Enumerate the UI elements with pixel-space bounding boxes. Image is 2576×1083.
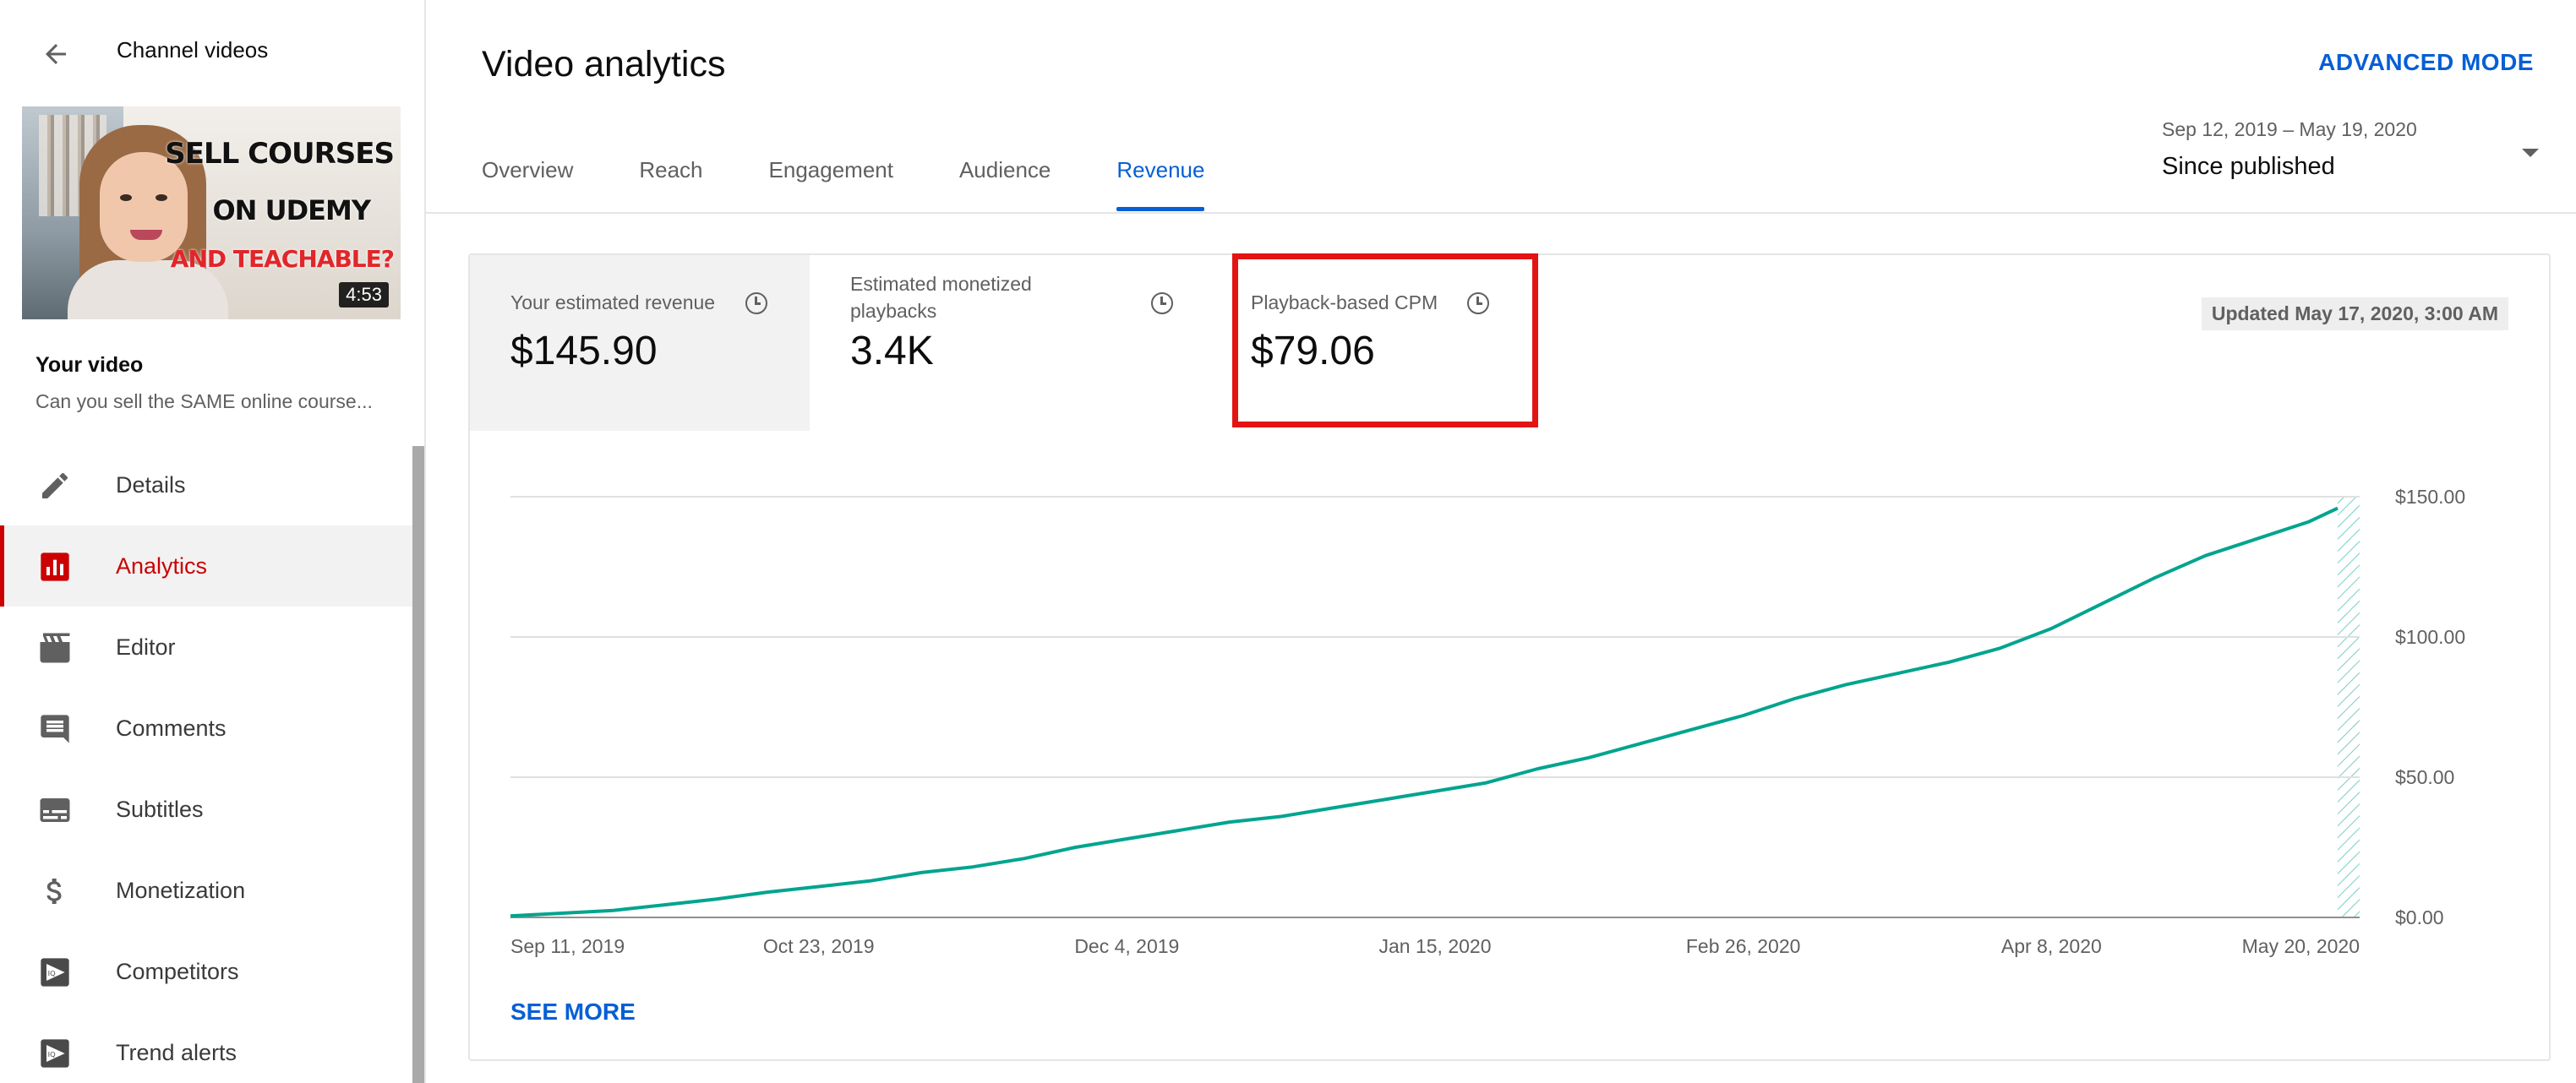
forecast-region (2337, 497, 2360, 917)
sidebar-scrollbar[interactable] (412, 446, 424, 1083)
pencil-icon (35, 466, 74, 505)
revenue-card: Your estimated revenue $145.90 Estimated… (468, 253, 2551, 1061)
video-thumbnail[interactable]: SELL COURSES ON UDEMY AND TEACHABLE? 4:5… (22, 106, 401, 319)
metric-value: $79.06 (1251, 329, 1375, 373)
date-range-text: Sep 12, 2019 – May 19, 2020 (2162, 118, 2417, 140)
x-tick-label: Sep 11, 2019 (510, 935, 625, 957)
see-more-link[interactable]: SEE MORE (510, 999, 636, 1025)
sidebar-item-label: Editor (116, 634, 176, 660)
tab-revenue[interactable]: Revenue (1116, 157, 1205, 213)
y-tick-label: $50.00 (2395, 766, 2454, 788)
arrow-back-icon (46, 44, 66, 64)
sidebar-item-editor[interactable]: Editor (0, 607, 412, 688)
page-title: Video analytics (482, 44, 726, 84)
svg-text:IQ: IQ (48, 1050, 56, 1059)
date-selection: Since published (2162, 153, 2335, 180)
x-tick-label: Oct 23, 2019 (763, 935, 875, 957)
clock-icon (1467, 292, 1489, 314)
metric-estimated-revenue[interactable]: Your estimated revenue $145.90 (470, 255, 810, 431)
revenue-line-chart: $0.00 $50.00 $100.00 $150.00 Sep 11, 2019 Oct… (510, 486, 2465, 957)
revenue-series-line (510, 506, 2339, 918)
sidebar-item-label: Analytics (116, 552, 208, 579)
advanced-mode-button[interactable]: ADVANCED MODE (2318, 49, 2534, 75)
metric-value: 3.4K (850, 329, 934, 373)
clock-icon (745, 292, 767, 314)
sidebar-item-label: Details (116, 471, 186, 498)
tabs-divider (426, 212, 2576, 214)
tab-reach[interactable]: Reach (639, 157, 703, 182)
metric-label: Playback-based CPM (1251, 291, 1438, 313)
sidebar-item-label: Monetization (116, 877, 246, 903)
y-tick-label: $150.00 (2395, 486, 2465, 508)
main-content: Video analytics ADVANCED MODE Overview R… (426, 0, 2576, 1083)
sidebar-nav: Details Analytics Editor Comments Subtit… (0, 444, 412, 1083)
y-tick-label: $0.00 (2395, 906, 2444, 928)
comment-icon (35, 710, 74, 748)
sidebar-item-label: Competitors (116, 958, 239, 984)
y-tick-label: $100.00 (2395, 626, 2465, 648)
dropdown-caret-icon (2522, 149, 2539, 157)
metric-playback-cpm[interactable]: Playback-based CPM $79.06 (1212, 255, 1533, 431)
sidebar-item-details[interactable]: Details (0, 444, 412, 525)
tab-engagement[interactable]: Engagement (768, 157, 893, 182)
sidebar-item-monetization[interactable]: Monetization (0, 850, 412, 931)
metric-monetized-playbacks[interactable]: Estimated monetized playbacks 3.4K (810, 255, 1198, 431)
metric-value: $145.90 (510, 329, 658, 373)
x-tick-label: Jan 15, 2020 (1378, 935, 1491, 957)
tab-overview[interactable]: Overview (482, 157, 574, 182)
vidiq-icon: IQ (35, 953, 74, 992)
x-tick-label: Apr 8, 2020 (2001, 935, 2102, 957)
sidebar-item-label: Subtitles (116, 796, 204, 822)
thumbnail-text-line2: ON UDEMY (212, 194, 371, 226)
x-tick-label: Feb 26, 2020 (1686, 935, 1801, 957)
svg-text:IQ: IQ (48, 969, 56, 977)
date-range-dropdown[interactable]: Sep 12, 2019 – May 19, 2020 Since publis… (2162, 118, 2539, 194)
sidebar-item-label: Trend alerts (116, 1039, 237, 1065)
video-title: Can you sell the SAME online course... (35, 390, 373, 412)
clock-icon (1151, 292, 1173, 314)
sidebar-item-subtitles[interactable]: Subtitles (0, 769, 412, 850)
analytics-icon (35, 547, 74, 586)
metric-label: Estimated monetized playbacks (850, 273, 1032, 322)
updated-timestamp: Updated May 17, 2020, 3:00 AM (2201, 297, 2508, 330)
analytics-tabs: Overview Reach Engagement Audience Reven… (482, 157, 1270, 213)
metric-label: Your estimated revenue (510, 291, 716, 313)
tab-audience[interactable]: Audience (958, 157, 1051, 182)
x-tick-label: Dec 4, 2019 (1074, 935, 1179, 957)
your-video-label: Your video (35, 353, 144, 377)
channel-videos-title: Channel videos (117, 37, 269, 63)
sidebar-item-trend-alerts[interactable]: IQ Trend alerts (0, 1012, 412, 1083)
vidiq-icon: IQ (35, 1034, 74, 1073)
thumbnail-text-line3: AND TEACHABLE? (170, 245, 395, 273)
sidebar-item-label: Comments (116, 715, 226, 741)
back-button[interactable] (29, 27, 83, 81)
highlight-box (1232, 253, 1538, 427)
sidebar-item-comments[interactable]: Comments (0, 688, 412, 769)
clapperboard-icon (35, 629, 74, 667)
dollar-icon (35, 872, 74, 911)
video-duration: 4:53 (339, 282, 389, 307)
sidebar-item-analytics[interactable]: Analytics (0, 525, 412, 607)
thumbnail-text-line1: SELL COURSES (165, 137, 395, 171)
x-tick-label: May 20, 2020 (2242, 935, 2360, 957)
sidebar-item-competitors[interactable]: IQ Competitors (0, 931, 412, 1012)
subtitles-icon (35, 791, 74, 830)
sidebar: Channel videos SELL COURSES ON UDEMY AND… (0, 0, 426, 1083)
